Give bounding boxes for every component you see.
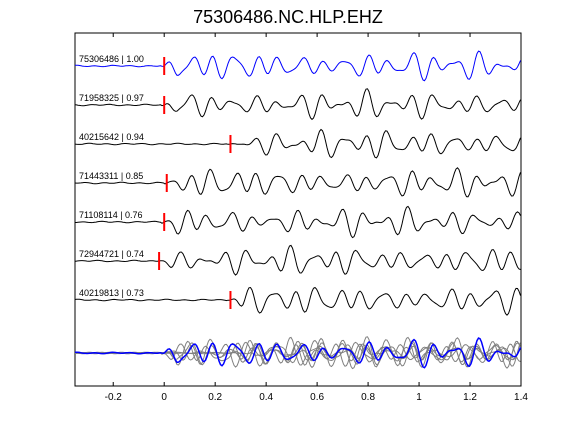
x-tick-label: 0.8 [361,392,375,403]
traces-layer: 75306486 | 1.00 71958325 | 0.97 40215642 |… [74,50,521,316]
x-tick-label: 0.6 [310,392,324,403]
overlay-trace [75,337,522,369]
x-axis: -0.2 0 0.2 0.4 0.6 0.8 1 1.2 1.4 [105,33,528,403]
x-tick-label: 0 [161,392,167,403]
trace-label: 40219813 | 0.73 [79,288,144,298]
x-tick-label: 0.4 [259,392,273,403]
x-tick-label: 1.4 [514,392,528,403]
x-tick-label: 1 [416,392,422,403]
x-tick-label: -0.2 [105,392,123,403]
trace-line [74,88,521,121]
trace-label: 71958325 | 0.97 [79,93,144,103]
plot-frame [74,32,522,387]
x-tick-label: 0.2 [208,392,222,403]
stacked-overlay [74,336,522,370]
trace-line [74,167,521,198]
trace-label: 71108114 | 0.76 [79,210,143,220]
trace-line [75,205,521,239]
trace-line [74,128,521,159]
trace-line [75,50,521,82]
trace-label: 40215642 | 0.94 [79,132,144,142]
x-tick-label: 1.2 [463,392,477,403]
trace-line [74,286,521,316]
trace-label: 72944721 | 0.74 [79,249,144,259]
trace-line [74,244,521,276]
trace-label: 75306486 | 1.00 [79,54,144,64]
chart-title: 75306486.NC.HLP.EHZ [193,7,383,27]
trace-label: 71443311 | 0.85 [79,171,143,181]
